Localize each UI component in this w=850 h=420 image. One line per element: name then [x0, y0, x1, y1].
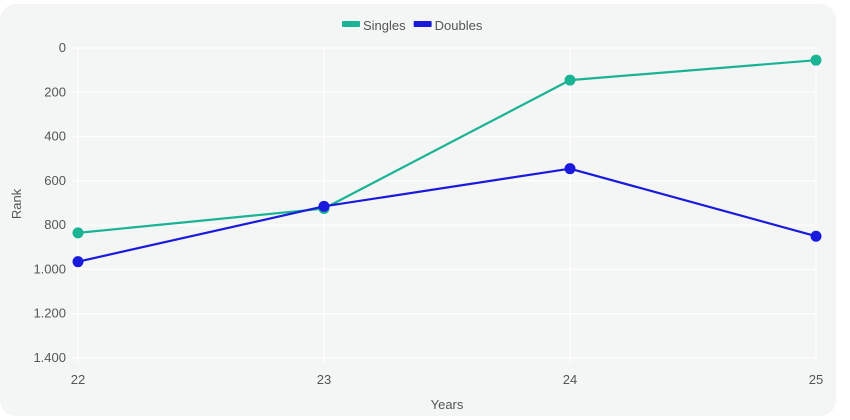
y-tick-label: 200 [44, 84, 66, 99]
data-point-singles[interactable] [564, 74, 576, 86]
data-point-doubles[interactable] [72, 256, 84, 268]
y-tick-label: 0 [59, 40, 66, 55]
x-tick-label: 25 [809, 372, 823, 387]
legend-label: Doubles [435, 18, 483, 33]
data-point-doubles[interactable] [564, 163, 576, 175]
y-tick-label: 400 [44, 129, 66, 144]
legend-item-doubles[interactable]: Doubles [413, 18, 483, 33]
series-line-doubles [77, 167, 817, 263]
x-tick-label: 22 [71, 372, 85, 387]
x-tick-label: 23 [317, 372, 331, 387]
series-lines [72, 54, 822, 268]
legend-swatch [413, 21, 432, 27]
data-point-doubles[interactable] [318, 200, 330, 212]
y-tick-label: 800 [44, 217, 66, 232]
chart-card [0, 4, 836, 416]
y-tick-label: 600 [44, 173, 66, 188]
series-line-singles [77, 59, 817, 234]
data-point-singles[interactable] [810, 54, 822, 66]
y-axis-title: Rank [9, 188, 24, 219]
legend-item-singles[interactable]: Singles [342, 18, 406, 33]
x-tick-label: 24 [563, 372, 577, 387]
data-point-doubles[interactable] [810, 230, 822, 242]
y-tick-label: 1.000 [33, 261, 66, 276]
legend: Singles Doubles [342, 18, 483, 33]
legend-label: Singles [363, 18, 406, 33]
x-axis-title: Years [431, 397, 464, 412]
data-point-singles[interactable] [72, 227, 84, 239]
y-tick-label: 1.200 [33, 306, 66, 321]
legend-swatch [342, 21, 360, 27]
y-axis-ticks: 0 200 400 600 800 1.000 1.200 1.400 [33, 40, 66, 365]
y-tick-label: 1.400 [33, 350, 66, 365]
x-axis-ticks: 22 23 24 25 [71, 372, 823, 387]
